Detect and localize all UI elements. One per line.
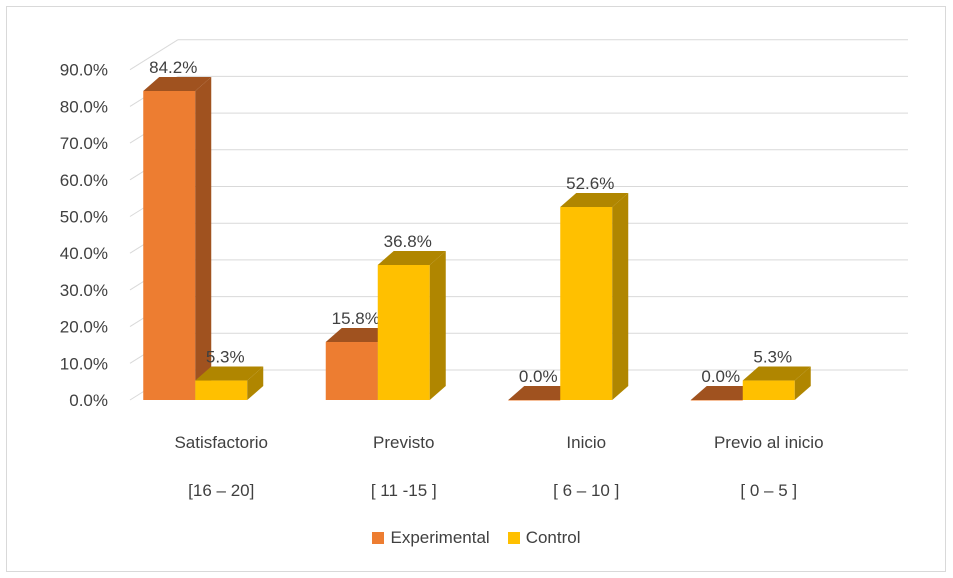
- y-tick-label: 60.0%: [60, 171, 108, 190]
- legend-item-control: Control: [507, 528, 581, 548]
- bar-top: [143, 76, 212, 91]
- bar-top: [560, 192, 629, 207]
- data-label-control-3: 5.3%: [753, 348, 792, 367]
- legend-item-experimental: Experimental: [372, 528, 490, 548]
- y-tick-label: 10.0%: [60, 354, 108, 373]
- bar-control-0: [195, 380, 248, 400]
- category-range-1: [ 11 -15 ]: [371, 481, 437, 500]
- bar-top: [742, 366, 811, 381]
- gridline-depth: [129, 39, 179, 71]
- y-tick-label: 80.0%: [60, 97, 108, 116]
- bar-top: [377, 250, 446, 265]
- y-tick-label: 0.0%: [69, 391, 108, 410]
- bar-top: [508, 386, 577, 400]
- category-label-2: Inicio: [566, 433, 606, 452]
- bar-control-3: [742, 380, 795, 400]
- data-label-experimental-0: 84.2%: [149, 58, 197, 77]
- bar-experimental-3: [690, 400, 743, 401]
- bar-top: [325, 328, 394, 343]
- bar-side: [794, 366, 811, 400]
- bar-control-1: [377, 264, 430, 400]
- bar-top: [690, 386, 759, 400]
- category-label-1: Previsto: [373, 433, 434, 452]
- data-label-experimental-3: 0.0%: [701, 367, 740, 386]
- bar-control-2: [560, 206, 613, 400]
- category-range-3: [ 0 – 5 ]: [740, 481, 797, 500]
- category-label-0: Satisfactorio: [174, 433, 268, 452]
- legend: Experimental Control: [0, 528, 953, 548]
- data-label-control-2: 52.6%: [566, 174, 614, 193]
- bar-side: [429, 250, 446, 400]
- category-label-3: Previo al inicio: [714, 433, 824, 452]
- y-tick-label: 50.0%: [60, 208, 108, 227]
- bar-top: [195, 366, 264, 381]
- bar-side: [195, 76, 212, 401]
- legend-swatch-experimental: [372, 532, 385, 544]
- category-range-0: [16 – 20]: [188, 481, 254, 500]
- y-tick-label: 40.0%: [60, 244, 108, 263]
- legend-swatch-control: [507, 532, 520, 544]
- y-tick-label: 90.0%: [60, 61, 108, 80]
- bar-experimental-2: [508, 400, 561, 401]
- legend-label-control: Control: [525, 528, 581, 547]
- y-tick-label: 20.0%: [60, 318, 108, 337]
- category-range-2: [ 6 – 10 ]: [553, 481, 619, 500]
- bar-side: [612, 192, 629, 400]
- data-label-experimental-2: 0.0%: [519, 367, 558, 386]
- y-tick-label: 70.0%: [60, 134, 108, 153]
- data-label-experimental-1: 15.8%: [332, 309, 380, 328]
- y-tick-label: 30.0%: [60, 281, 108, 300]
- data-label-control-1: 36.8%: [384, 232, 432, 251]
- legend-label-experimental: Experimental: [390, 528, 490, 547]
- bar-experimental-0: [143, 90, 196, 401]
- bar-side: [247, 366, 264, 400]
- bar-experimental-1: [325, 342, 378, 400]
- data-label-control-0: 5.3%: [206, 348, 245, 367]
